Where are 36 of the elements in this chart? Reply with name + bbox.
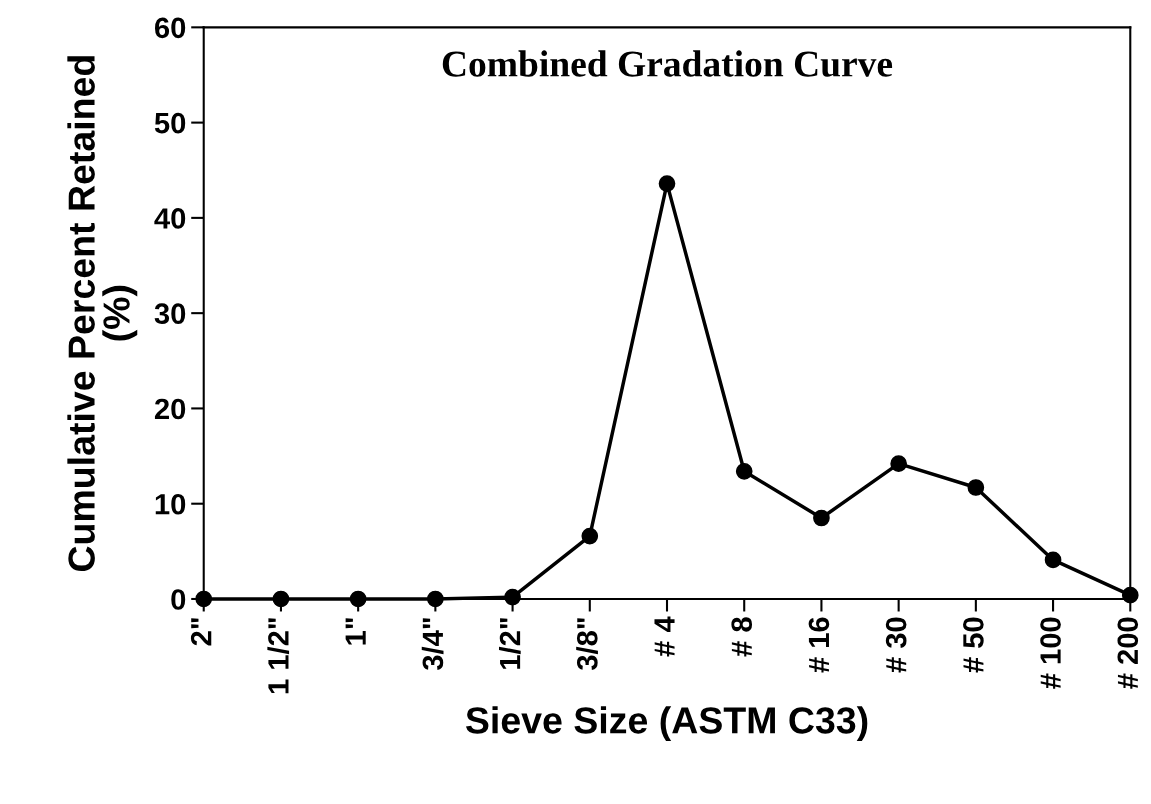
x-tick-label: # 4 bbox=[654, 616, 675, 657]
point bbox=[349, 590, 367, 608]
chart-title: Combined Gradation Curve bbox=[442, 50, 893, 77]
x-tick-label: 1 1/2" bbox=[267, 618, 290, 694]
x-tick-label: 3/8" bbox=[576, 618, 598, 671]
point bbox=[890, 455, 907, 473]
y-tick-label: 60 bbox=[154, 17, 186, 39]
x-tick-label: # 8 bbox=[731, 617, 753, 657]
point bbox=[504, 588, 521, 606]
x-tick-label: # 16 bbox=[808, 617, 830, 673]
point bbox=[1121, 586, 1139, 604]
y-tick-label: 40 bbox=[154, 208, 186, 229]
x-tick-label: 2" bbox=[190, 618, 212, 646]
x-tick-label: # 30 bbox=[885, 617, 907, 673]
x-axis-title: Sieve Size (ASTM C33) bbox=[465, 706, 868, 742]
point bbox=[581, 527, 599, 545]
point bbox=[735, 462, 753, 480]
point bbox=[813, 509, 830, 527]
x-tick-label: # 50 bbox=[963, 617, 984, 673]
y-tick-label: 20 bbox=[154, 398, 186, 420]
point bbox=[967, 479, 985, 496]
x-tick-label: # 200 bbox=[1117, 617, 1139, 689]
point bbox=[272, 590, 290, 608]
x-tick-label: 1" bbox=[345, 618, 366, 645]
point bbox=[195, 590, 213, 608]
y-tick-label: 10 bbox=[155, 493, 186, 515]
point bbox=[658, 175, 676, 192]
y-tick-label: 30 bbox=[154, 303, 186, 325]
x-tick-label: # 100 bbox=[1040, 617, 1061, 689]
y-tick-label: 0 bbox=[171, 589, 186, 610]
point bbox=[427, 590, 444, 608]
x-tick-label: 1/2" bbox=[498, 618, 521, 669]
point bbox=[1044, 551, 1062, 569]
x-tick-label: 3/4" bbox=[421, 618, 444, 671]
y-axis-title: Cumulative Percent Retained (%) bbox=[67, 56, 138, 572]
y-tick-label: 50 bbox=[154, 112, 186, 134]
